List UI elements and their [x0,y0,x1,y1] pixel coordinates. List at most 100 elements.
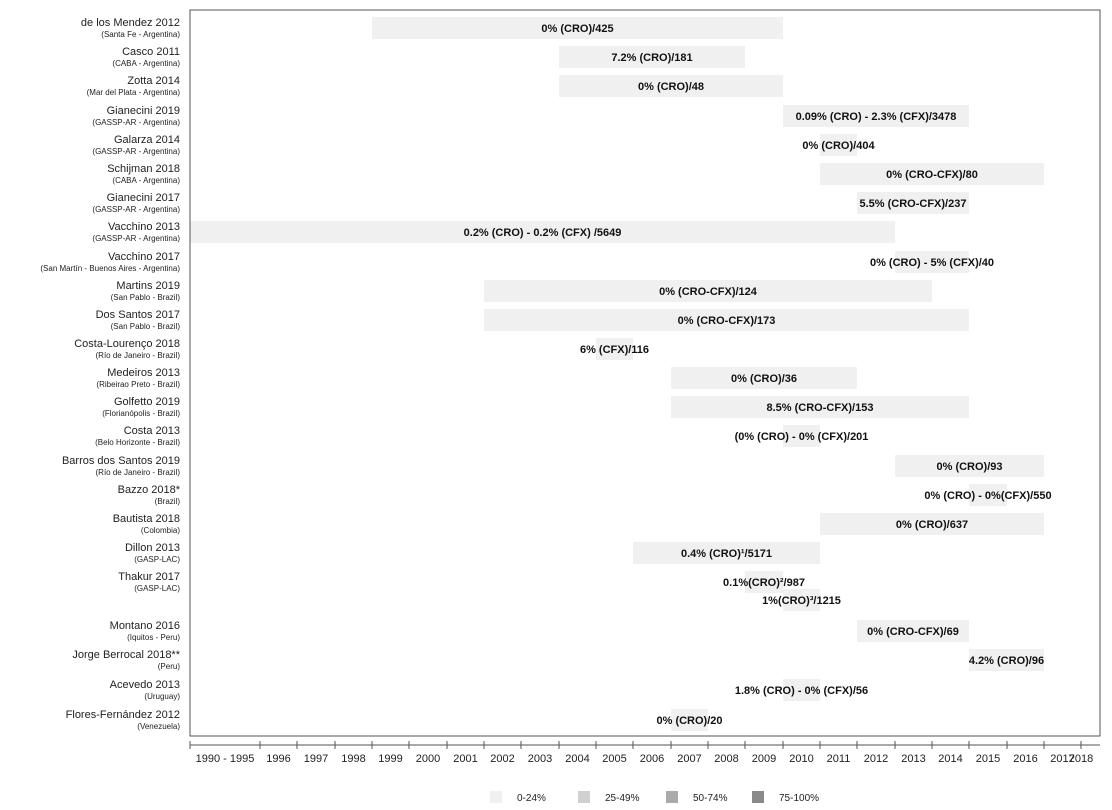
bar-value-label: 0.1%(CRO)²/987 [723,577,805,589]
x-tick-label: 2016 [1013,753,1037,765]
bar-value-label: 0% (CRO-CFX)/124 [659,286,758,298]
range-bar [783,425,820,447]
study-location: (GASSP-AR - Argentina) [92,234,180,243]
study-location: (Río de Janeiro - Brazil) [96,468,181,477]
range-bar [484,280,932,302]
x-tick-label: 2018 [1069,753,1093,765]
study-row: 1%(CRO)³/1215 [762,589,841,611]
study-name: Bazzo 2018* [118,484,181,496]
range-bar [820,134,857,156]
study-location: (Mar del Plata - Argentina) [87,88,181,97]
x-tick-label: 2011 [827,753,851,765]
x-tick-label: 2000 [416,753,440,765]
study-name: Barros dos Santos 2019 [62,455,180,467]
x-tick-label: 2009 [752,753,776,765]
study-row: 0.4% (CRO)¹/5171 Dillon 2013(GASP-LAC) [125,542,820,564]
study-row: 5.5% (CRO-CFX)/237 Gianecini 2017(GASSP-A… [92,192,969,214]
study-row: 0% (CRO)/404 Galarza 2014(GASSP-AR - Arge… [92,134,875,156]
x-tick-label: 2006 [640,753,664,765]
x-tick-label: 2012 [864,753,888,765]
study-name: Acevedo 2013 [110,679,180,691]
study-location: (Peru) [158,662,181,671]
study-row: 0% (CRO-CFX)/80 Schijman 2018(CABA - Arge… [107,163,1044,185]
x-tick-label: 2005 [602,753,626,765]
study-name: Montano 2016 [110,620,180,632]
x-tick-label: 1990 - 1995 [196,753,255,765]
study-location: (San Martín - Buenos Aires - Argentina) [40,264,180,273]
study-location: (Colombia) [141,526,180,535]
range-bar [633,542,820,564]
legend-label: 75-100% [779,793,819,804]
bar-value-label: 0% (CRO)/425 [541,23,613,35]
range-bar [190,221,895,243]
study-row: 0.09% (CRO) - 2.3% (CFX)/3478 Gianecini 2… [92,105,969,127]
study-row: 0% (CRO)/425 de los Mendez 2012(Santa Fe … [81,17,783,39]
legend-swatch [666,791,678,803]
study-row: 0% (CRO-CFX)/69 Montano 2016(Iquitos - Pe… [110,620,969,642]
study-row: 0% (CRO)/637 Bautista 2018(Colombia) [113,513,1044,535]
bar-value-label: 0% (CRO)/93 [936,461,1002,473]
x-tick-label: 1999 [378,753,402,765]
range-bar [671,709,708,731]
study-location: (GASP-LAC) [134,584,180,593]
bar-value-label: 0% (CRO)/404 [802,140,875,152]
bar-value-label: 7.2% (CRO)/181 [611,52,692,64]
study-location: (CABA - Argentina) [112,59,180,68]
study-location: (Brazil) [155,497,181,506]
study-location: (Venezuela) [137,722,180,731]
study-name: Golfetto 2019 [114,396,180,408]
study-name: Costa 2013 [124,425,180,437]
x-axis: 1990 - 1995 1996 1997 1998 1999 2000 2001 2002 2… [189,741,1100,765]
study-row: 0% (CRO) - 5% (CFX)/40 Vacchino 2017(San … [40,251,994,273]
bar-value-label: 0% (CRO) - 5% (CFX)/40 [870,257,994,269]
range-bar [820,163,1044,185]
study-row: 0.1%(CRO)²/987 Thakur 2017(GASP-LAC) [118,571,805,593]
study-location: (San Pablo - Brazil) [111,293,181,302]
study-name: Vacchino 2013 [108,221,180,233]
x-tick-label: 2002 [490,753,514,765]
bar-value-label: 8.5% (CRO-CFX)/153 [767,402,874,414]
bar-value-label: (0% (CRO) - 0% (CFX)/201 [735,431,869,443]
x-tick-label: 2001 [453,753,477,765]
bar-value-label: 0% (CRO-CFX)/80 [886,169,978,181]
bar-value-label: 0% (CRO-CFX)/173 [678,315,776,327]
study-name: Galarza 2014 [114,134,180,146]
range-bar [783,679,820,701]
study-row: 0% (CRO-CFX)/173 Dos Santos 2017(San Pabl… [96,309,969,331]
study-name: Bautista 2018 [113,513,180,525]
study-row: 0% (CRO) - 0%(CFX)/550 Bazzo 2018*(Brazil… [118,484,1052,506]
legend: 0-24% 25-49% 50-74% 75-100% [490,791,819,804]
range-bar [372,17,783,39]
x-tick-label: 1998 [341,753,365,765]
range-bar [484,309,969,331]
study-row: 0% (CRO)/93 Barros dos Santos 2019(Río de… [62,455,1044,477]
range-bar [783,589,820,611]
legend-swatch [490,791,502,803]
x-tick-label: 2013 [901,753,925,765]
range-bar [783,105,969,127]
study-row: 0% (CRO)/36 Medeiros 2013(Ribeirao Preto … [96,367,857,389]
bar-value-label: 0% (CRO)/48 [638,81,704,93]
study-row: 4.2% (CRO)/96 Jorge Berrocal 2018**(Peru) [72,649,1044,671]
legend-swatch [578,791,590,803]
bar-value-label: 0.2% (CRO) - 0.2% (CFX) /5649 [464,227,622,239]
study-name: Dillon 2013 [125,542,180,554]
study-row: 8.5% (CRO-CFX)/153 Golfetto 2019(Florianó… [102,396,969,418]
plot-frame [189,9,1101,737]
study-location: (Florianópolis - Brazil) [102,409,180,418]
bar-value-label: 4.2% (CRO)/96 [969,655,1044,667]
range-bar [857,192,969,214]
range-bar [820,513,1044,535]
study-location: (GASP-LAC) [134,555,180,564]
study-name: Thakur 2017 [118,571,180,583]
study-row: 0% (CRO)/48 Zotta 2014(Mar del Plata - Ar… [87,75,783,97]
study-name: Costa-Lourenço 2018 [74,338,180,350]
study-location: (Río de Janeiro - Brazil) [96,351,181,360]
bar-value-label: 0.4% (CRO)¹/5171 [681,548,772,560]
range-bar [745,571,783,593]
x-tick-label: 2008 [714,753,738,765]
study-location: (GASSP-AR - Argentina) [92,147,180,156]
x-tick-label: 1997 [304,753,328,765]
bar-value-label: 5.5% (CRO-CFX)/237 [860,198,967,210]
bar-value-label: 1%(CRO)³/1215 [762,595,841,607]
